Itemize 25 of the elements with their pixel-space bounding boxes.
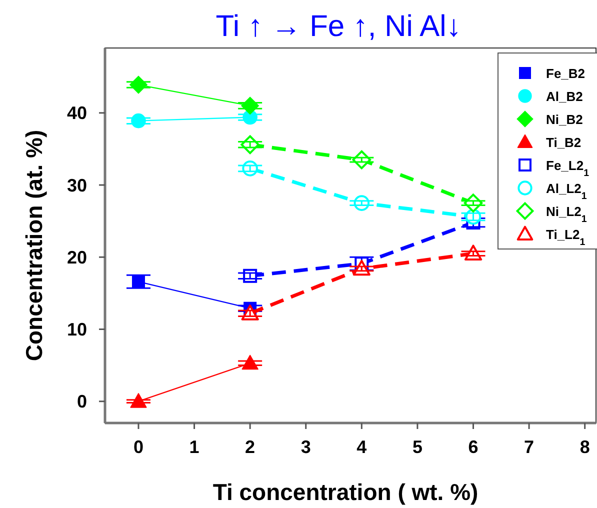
x-tick-label: 4 — [356, 437, 367, 457]
y-tick-label: 30 — [66, 175, 87, 196]
x-tick-label: 2 — [245, 437, 256, 457]
legend-label: Ni_B2 — [546, 112, 583, 127]
legend-label: Ni_L2$_{1}$ — [546, 204, 588, 224]
x-tick-label: 3 — [300, 437, 311, 457]
x-tick-label: 6 — [468, 437, 478, 457]
legend-label: Al_B2 — [546, 89, 583, 104]
chart-title: Ti ↑ → Fe ↑, Ni Al↓ — [216, 10, 462, 43]
y-tick-label: 20 — [66, 247, 87, 268]
x-tick-label: 1 — [189, 437, 200, 457]
y-axis-title: Concentration (at. %) — [21, 130, 47, 362]
x-tick-label: 0 — [133, 437, 144, 457]
x-tick-label: 8 — [580, 437, 590, 457]
x-tick-label: 7 — [524, 437, 534, 457]
y-tick-label: 10 — [66, 320, 87, 340]
legend-label: Fe_L2$_{1}$ — [546, 158, 590, 178]
x-axis-title: Ti concentration ( wt. %) — [212, 479, 478, 505]
legend-label: Ti_B2 — [546, 135, 582, 150]
legend-label: Ti_L2$_{1}$ — [546, 227, 586, 248]
x-tick-label: 5 — [412, 437, 422, 457]
legend-label: Al_L2$_{1}$ — [546, 181, 588, 202]
y-tick-label: 0 — [76, 392, 87, 412]
y-tick-label: 40 — [66, 103, 87, 124]
legend-label: Fe_B2 — [546, 66, 586, 81]
